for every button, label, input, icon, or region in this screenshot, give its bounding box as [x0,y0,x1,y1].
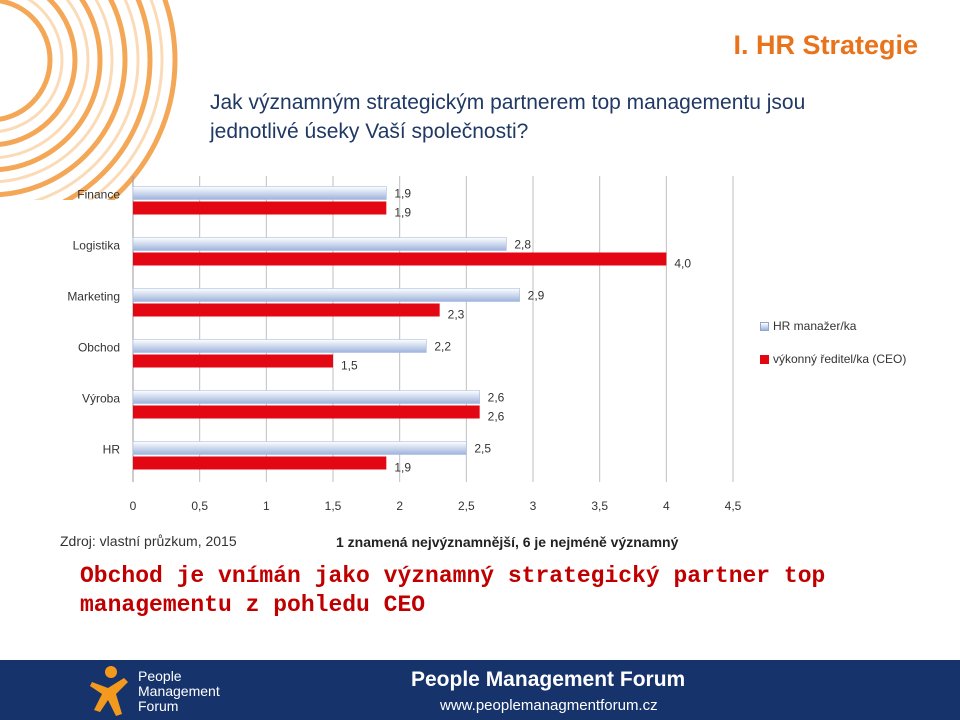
legend-item-ceo: výkonný ředitel/ka (CEO) [760,351,906,367]
footer-url[interactable]: www.peoplemanagmentforum.cz [440,697,658,714]
data-label-ceo: 1,9 [394,206,411,220]
bar-hr [132,186,387,200]
source-note: Zdroj: vlastní průzkum, 2015 [60,533,237,549]
bar-hr [132,339,427,353]
data-label-hr: 2,2 [434,340,451,354]
chart-bars [132,186,667,470]
chart-labels: 0 0,5 1 1,5 2 2,5 3 3,5 4 4,5 Finance 1,9 1,9 Logisti… [67,187,741,514]
bar-ceo [133,201,387,215]
x-tick-label: 1 [263,499,270,513]
bar-hr [132,390,480,404]
x-tick-label: 2,5 [458,499,475,513]
data-label-hr: 2,8 [514,238,531,252]
bar-hr [132,288,520,302]
category-label: Obchod [78,341,120,355]
data-label-hr: 2,6 [488,391,505,405]
data-label-ceo: 1,9 [394,461,411,475]
data-label-ceo: 2,6 [488,410,505,424]
bar-hr [132,237,507,251]
bar-ceo [133,456,387,470]
legend-label-ceo: výkonný ředitel/ka (CEO) [773,352,907,366]
bar-chart: 0 0,5 1 1,5 2 2,5 3 3,5 4 4,5 Finance 1,9 1,9 Logisti… [67,176,742,514]
bar-ceo [133,303,440,317]
data-label-ceo: 1,5 [341,359,358,373]
chart-question: Jak významným strategickým partnerem top… [210,91,806,143]
bar-hr [132,441,467,455]
chart-grid [132,176,734,482]
footer-title: People Management Forum [411,668,686,691]
x-tick-label: 3 [530,499,537,513]
legend-label-hr: HR manažer/ka [773,319,857,333]
data-label-ceo: 2,3 [448,308,465,322]
category-label: Výroba [82,392,120,406]
category-label: Finance [77,188,120,202]
x-tick-label: 1,5 [325,499,342,513]
data-label-hr: 2,5 [474,442,491,456]
decorative-orange-swirl [0,0,178,200]
legend-swatch-ceo [760,354,769,364]
x-tick-label: 2 [396,499,403,513]
footer-bar: People Management Forum People Managemen… [0,660,960,720]
category-label: Marketing [67,290,120,304]
category-label: HR [103,443,121,457]
x-tick-label: 4 [663,499,670,513]
legend-item-hr: HR manažer/ka [760,318,906,334]
data-label-hr: 1,9 [394,187,411,201]
x-tick-label: 0 [130,499,137,513]
legend-swatch-hr [760,321,769,331]
scale-note: 1 znamená nejvýznamnější, 6 je nejméně v… [336,534,679,550]
bar-ceo [133,354,333,368]
data-label-hr: 2,9 [528,289,545,303]
brand-name: People Management Forum [138,668,220,714]
x-tick-label: 3,5 [591,499,608,513]
x-tick-label: 0,5 [191,499,208,513]
data-label-ceo: 4,0 [674,257,691,271]
conclusion-text: Obchod je vnímán jako významný strategic… [80,563,826,618]
people-figure-logo-icon [90,666,128,716]
category-label: Logistika [73,239,121,253]
chart-legend: HR manažer/ka výkonný ředitel/ka (CEO) [760,318,906,384]
x-tick-label: 4,5 [725,499,742,513]
section-title: I. HR Strategie [733,30,918,60]
bar-ceo [133,405,480,419]
bar-ceo [133,252,667,266]
